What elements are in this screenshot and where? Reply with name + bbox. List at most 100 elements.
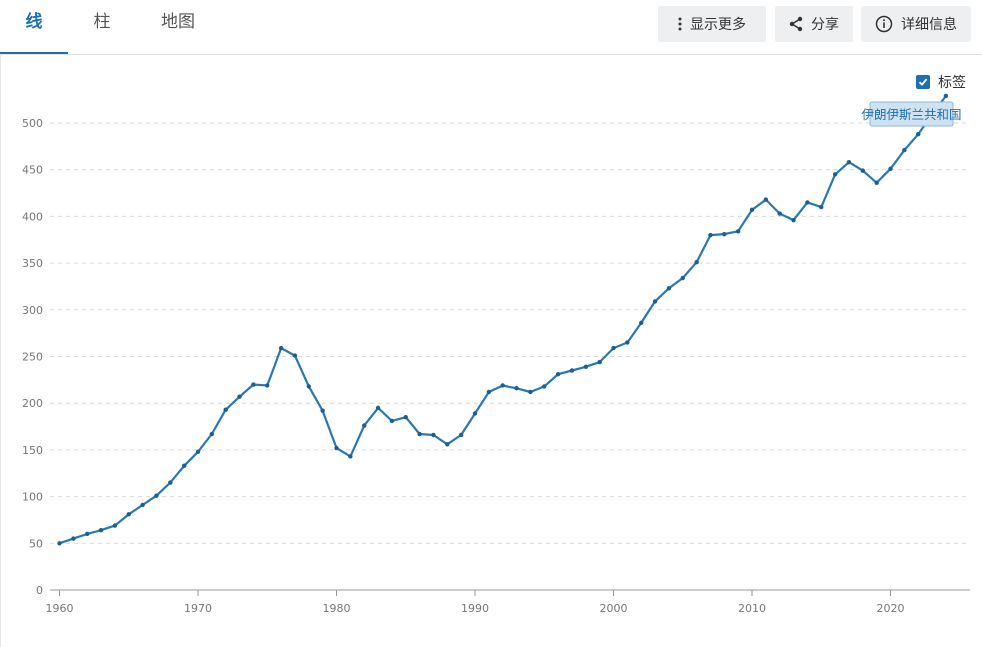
data-point	[763, 197, 769, 202]
data-point	[860, 168, 865, 173]
data-point	[777, 211, 782, 216]
y-tick-label: 500	[22, 117, 43, 130]
details-button[interactable]: 详细信息	[861, 6, 971, 42]
labels-toggle[interactable]: 标签	[916, 72, 966, 92]
info-icon	[875, 15, 893, 33]
data-point	[458, 432, 464, 438]
data-point	[154, 493, 159, 498]
data-point	[916, 132, 921, 137]
x-tick-label: 1980	[323, 602, 351, 615]
data-point	[680, 275, 685, 281]
data-point	[320, 408, 325, 413]
data-point	[223, 407, 228, 412]
data-point	[57, 541, 62, 546]
data-point	[85, 531, 90, 537]
x-tick-label: 1960	[46, 602, 74, 615]
data-point	[348, 454, 353, 459]
data-point	[694, 259, 699, 265]
labels-toggle-label: 标签	[938, 75, 966, 91]
checkbox-checked-icon[interactable]	[916, 75, 930, 89]
data-point	[528, 389, 533, 395]
tab-map[interactable]: 地图	[161, 12, 195, 32]
data-point	[334, 445, 339, 451]
y-tick-label: 50	[29, 537, 43, 550]
data-point	[209, 431, 215, 437]
data-point	[362, 423, 367, 428]
share-icon	[789, 16, 803, 32]
data-point	[819, 204, 824, 210]
y-tick-label: 300	[22, 304, 43, 317]
series-label-box	[869, 101, 954, 127]
x-tick-label: 2000	[600, 602, 628, 615]
data-point	[555, 372, 561, 377]
left-border	[0, 54, 1, 647]
data-point	[126, 512, 131, 517]
show-more-button[interactable]: 显示更多	[658, 6, 766, 42]
data-point	[569, 368, 575, 373]
y-tick-label: 250	[22, 351, 43, 364]
data-point	[611, 345, 616, 351]
series-line	[59, 95, 947, 545]
x-tick-label: 1990	[461, 602, 489, 615]
data-point	[292, 353, 298, 358]
data-point	[666, 286, 672, 291]
y-tick-label: 400	[22, 210, 43, 223]
data-point	[846, 160, 852, 165]
data-point	[431, 432, 436, 438]
data-point	[583, 364, 588, 369]
share-button[interactable]: 分享	[775, 6, 853, 42]
data-point	[832, 172, 838, 177]
data-point	[486, 389, 492, 395]
tab-line[interactable]: 线	[0, 0, 68, 55]
data-point	[542, 384, 547, 389]
data-point	[389, 418, 395, 424]
data-point	[168, 480, 173, 485]
share-label: 分享	[811, 17, 839, 33]
y-tick-label: 450	[22, 164, 43, 177]
data-point	[403, 415, 408, 420]
data-point	[708, 232, 713, 238]
data-point	[181, 463, 187, 468]
x-tick-label: 2010	[738, 602, 766, 615]
data-point	[805, 200, 810, 205]
data-point	[791, 217, 796, 223]
data-point	[888, 166, 893, 171]
data-point	[749, 207, 755, 213]
data-point	[237, 394, 242, 399]
data-point	[195, 449, 201, 454]
data-point	[874, 180, 879, 185]
y-tick-label: 350	[22, 257, 43, 270]
data-point	[514, 386, 519, 391]
data-point	[417, 431, 422, 437]
data-point	[251, 382, 256, 387]
chart-type-tabs: 线 柱 地图	[0, 0, 220, 55]
data-point	[472, 411, 478, 416]
header-divider	[0, 54, 982, 55]
y-tick-label: 150	[22, 444, 43, 457]
data-point	[652, 299, 658, 304]
data-point	[306, 384, 311, 389]
tab-bar[interactable]: 柱	[93, 12, 111, 32]
y-tick-label: 0	[36, 584, 43, 597]
y-tick-label: 200	[22, 397, 43, 410]
x-tick-label: 2020	[877, 602, 905, 615]
data-point	[902, 147, 907, 153]
more-vertical-icon	[678, 17, 682, 31]
data-point	[597, 359, 602, 365]
data-point	[639, 320, 644, 326]
y-tick-label: 100	[22, 491, 43, 504]
data-point	[445, 442, 450, 447]
data-point	[500, 383, 505, 388]
data-point	[375, 405, 381, 411]
data-point	[625, 340, 630, 345]
data-point	[278, 345, 284, 351]
data-point	[71, 536, 76, 541]
show-more-label: 显示更多	[690, 17, 746, 33]
data-point	[265, 383, 270, 388]
data-point	[735, 229, 741, 234]
data-point	[98, 528, 104, 533]
x-tick-label: 1970	[184, 602, 212, 615]
data-point	[112, 523, 118, 528]
details-label: 详细信息	[901, 17, 957, 33]
